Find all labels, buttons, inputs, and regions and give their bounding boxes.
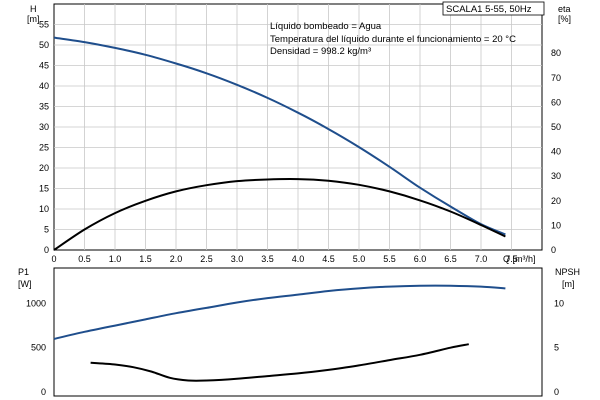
x-tick-label: 5.5 bbox=[383, 254, 396, 264]
bottom-left-axis-unit: [W] bbox=[18, 279, 32, 289]
info-line-temperature: Temperatura del líquido durante el funci… bbox=[270, 34, 516, 45]
x-tick-label: 6.0 bbox=[414, 254, 427, 264]
top-right-axis-unit: [%] bbox=[558, 14, 571, 24]
eta-tick-label: 40 bbox=[551, 147, 561, 157]
eta-tick-label: 80 bbox=[551, 48, 561, 58]
x-tick-label: 3.0 bbox=[231, 254, 244, 264]
x-tick-label: 1.0 bbox=[109, 254, 122, 264]
x-tick-label: 4.5 bbox=[322, 254, 335, 264]
top-series bbox=[53, 36, 506, 251]
bottom-tick-labels: 0 500 1000 0 5 10 bbox=[26, 298, 564, 397]
h-tick-label: 35 bbox=[39, 102, 49, 112]
efficiency-curve bbox=[53, 178, 506, 251]
eta-tick-label: 70 bbox=[551, 73, 561, 83]
p1-tick-label: 0 bbox=[41, 387, 46, 397]
h-tick-label: 50 bbox=[39, 40, 49, 50]
x-tick-label: 7.5 bbox=[505, 254, 518, 264]
h-tick-label: 5 bbox=[44, 225, 49, 235]
h-tick-label: 10 bbox=[39, 204, 49, 214]
x-tick-label: 2.0 bbox=[170, 254, 183, 264]
h-tick-label: 15 bbox=[39, 184, 49, 194]
bottom-left-axis-label: P1 bbox=[18, 267, 29, 277]
h-tick-label: 55 bbox=[39, 20, 49, 30]
npsh-tick-label: 5 bbox=[554, 343, 559, 353]
x-tick-label: 4.0 bbox=[292, 254, 305, 264]
npsh-tick-label: 10 bbox=[554, 298, 564, 308]
top-left-axis-unit: [m] bbox=[27, 14, 40, 24]
top-right-axis-label: eta bbox=[558, 4, 571, 14]
top-tick-labels: 0 0.5 1.0 1.5 2.0 2.5 3.0 3.5 4.0 4.5 5.0 5.5 6.0 6.5… bbox=[39, 20, 561, 265]
eta-tick-label: 50 bbox=[551, 122, 561, 132]
eta-tick-label: 60 bbox=[551, 97, 561, 107]
h-tick-label: 25 bbox=[39, 143, 49, 153]
top-grid bbox=[54, 4, 542, 250]
h-tick-label: 45 bbox=[39, 61, 49, 71]
x-tick-label: 0 bbox=[51, 254, 56, 264]
bottom-plot-frame bbox=[53, 267, 543, 397]
info-line-liquid: Líquido bombeado = Agua bbox=[270, 21, 382, 32]
bottom-series bbox=[53, 284, 506, 382]
eta-tick-label: 20 bbox=[551, 196, 561, 206]
title-box-text: SCALA1 5-55, 50Hz bbox=[446, 4, 532, 15]
h-tick-label: 40 bbox=[39, 81, 49, 91]
x-tick-label: 1.5 bbox=[139, 254, 152, 264]
x-tick-label: 6.5 bbox=[444, 254, 457, 264]
x-tick-label: 5.0 bbox=[353, 254, 366, 264]
p1-tick-label: 1000 bbox=[26, 298, 46, 308]
bottom-right-axis-unit: [m] bbox=[562, 279, 575, 289]
info-line-density: Densidad = 998.2 kg/m³ bbox=[270, 46, 371, 57]
title-box bbox=[442, 1, 545, 16]
bottom-right-axis-label: NPSH bbox=[555, 267, 580, 277]
eta-tick-label: 10 bbox=[551, 220, 561, 230]
x-tick-label: 2.5 bbox=[200, 254, 213, 264]
top-left-axis-label: H bbox=[30, 4, 37, 14]
h-tick-label: 0 bbox=[44, 245, 49, 255]
npsh-curve bbox=[90, 343, 469, 382]
head-curve bbox=[53, 36, 506, 236]
x-axis-label: Q [m³/h] bbox=[503, 254, 536, 264]
npsh-tick-label: 0 bbox=[554, 387, 559, 397]
p1-tick-label: 500 bbox=[31, 343, 46, 353]
power-curve bbox=[53, 284, 506, 340]
eta-tick-label: 0 bbox=[551, 245, 556, 255]
x-tick-label: 7.0 bbox=[475, 254, 488, 264]
h-tick-label: 20 bbox=[39, 163, 49, 173]
eta-tick-label: 30 bbox=[551, 171, 561, 181]
x-tick-label: 0.5 bbox=[78, 254, 91, 264]
x-tick-label: 3.5 bbox=[261, 254, 274, 264]
h-tick-label: 30 bbox=[39, 122, 49, 132]
